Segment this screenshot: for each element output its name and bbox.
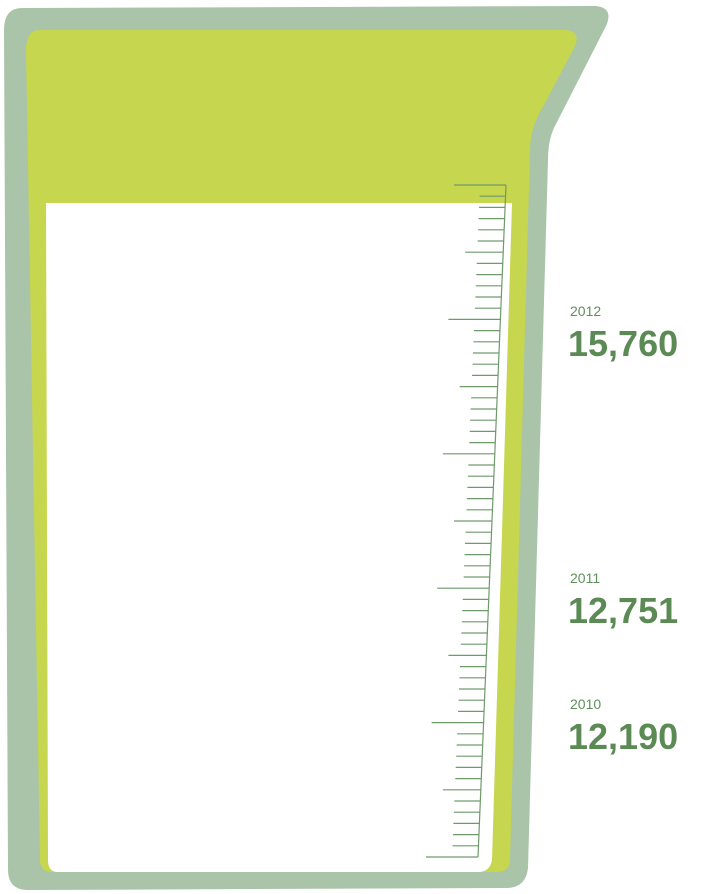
value-label: 15,760 xyxy=(568,323,678,364)
beaker-empty-space xyxy=(46,203,512,872)
year-label: 2011 xyxy=(570,570,600,586)
value-label: 12,751 xyxy=(568,590,678,631)
measurement-scale xyxy=(426,184,507,858)
year-label: 2012 xyxy=(570,303,601,319)
value-label: 12,190 xyxy=(568,716,678,757)
year-label: 2010 xyxy=(570,696,601,712)
